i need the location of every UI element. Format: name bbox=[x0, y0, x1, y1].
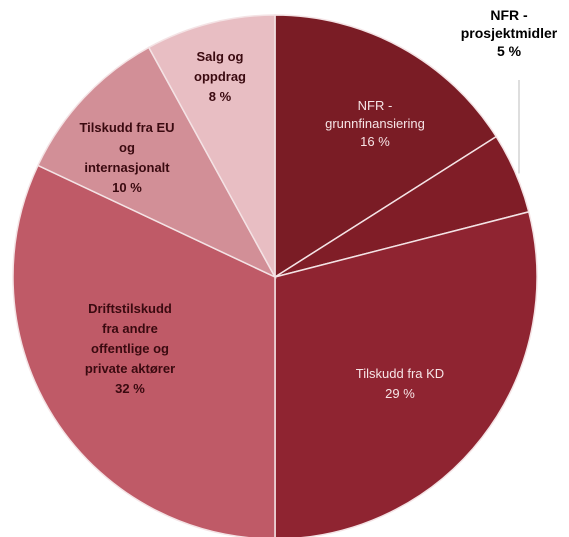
pie-slice bbox=[147, 14, 276, 278]
leader-line bbox=[518, 80, 520, 174]
slice-label: prosjektmidler bbox=[461, 25, 558, 41]
slice-label: internasjonalt bbox=[84, 160, 170, 175]
slice-label: NFR - bbox=[490, 7, 528, 23]
slice-value-label: 29 % bbox=[385, 386, 415, 401]
pie-slices bbox=[12, 14, 538, 537]
pie-slice bbox=[36, 46, 277, 279]
slice-label: Salg og bbox=[197, 49, 244, 64]
slice-value-label: 16 % bbox=[360, 134, 390, 149]
slice-label: Driftstilskudd bbox=[88, 301, 172, 316]
leader-lines bbox=[518, 80, 520, 174]
slice-label: Tilskudd fra EU bbox=[79, 120, 174, 135]
slice-label: fra andre bbox=[102, 321, 158, 336]
slice-label: og bbox=[119, 140, 135, 155]
slice-value-label: 32 % bbox=[115, 381, 145, 396]
slice-label: oppdrag bbox=[194, 69, 246, 84]
slice-label: offentlige og bbox=[91, 341, 169, 356]
slice-label: Tilskudd fra KD bbox=[356, 366, 444, 381]
slice-label: private aktører bbox=[85, 361, 175, 376]
slice-value-label: 10 % bbox=[112, 180, 142, 195]
pie-slice bbox=[12, 164, 276, 537]
slice-label: NFR - bbox=[358, 98, 393, 113]
pie-slice bbox=[274, 14, 498, 279]
slice-labels: NFR - grunnfinansiering 16 % NFR - prosjektm… bbox=[79, 7, 557, 401]
slice-value-label: 5 % bbox=[497, 43, 522, 59]
pie-slice bbox=[274, 210, 538, 537]
slice-value-label: 8 % bbox=[209, 89, 232, 104]
slice-label: grunnfinansiering bbox=[325, 116, 425, 131]
